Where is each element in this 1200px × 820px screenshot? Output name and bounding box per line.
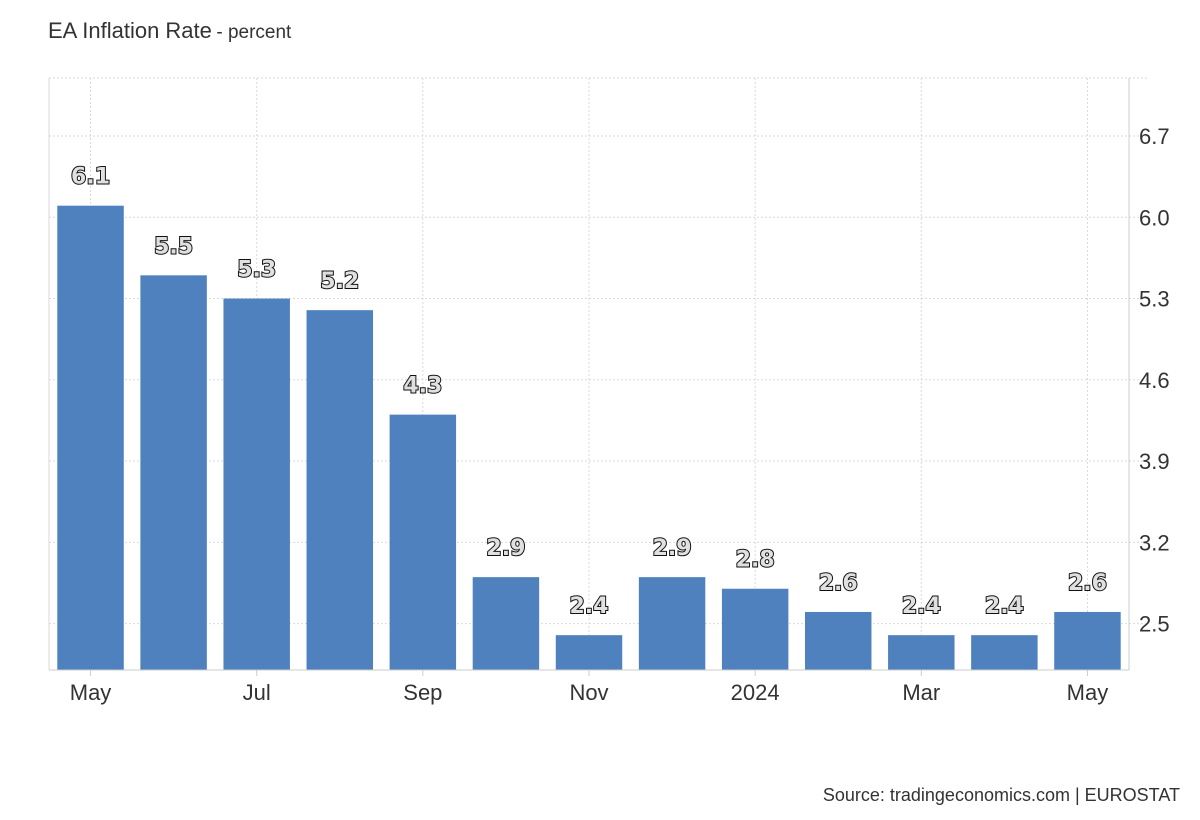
bar (389, 414, 457, 670)
axes-layer: 2.5 3.2 3.9 4.6 5.3 6.0 6.7 May Jul Sep Nov 2024 Mar… (49, 78, 1170, 705)
data-label: 5.3 (237, 258, 276, 283)
data-label: 6.1 (71, 165, 110, 190)
data-label: 2.6 (1068, 571, 1107, 596)
x-tick-label: Nov (569, 680, 608, 705)
grid-layer (48, 77, 1149, 670)
y-tick-label: 6.0 (1139, 205, 1170, 230)
x-tick-label: Sep (403, 680, 442, 705)
data-label: 2.4 (985, 594, 1024, 619)
data-label: 2.8 (736, 548, 775, 573)
bar-chart: 6.15.55.3 5.24.32.92.42.9 2.82.62.4 2.42.6 … (48, 77, 1170, 705)
bar (306, 310, 373, 670)
bar (223, 298, 290, 670)
chart-title-row: EA Inflation Rate - percent (48, 18, 291, 44)
chart-title: EA Inflation Rate (48, 18, 212, 43)
x-tick-label: May (70, 680, 112, 705)
chart-subtitle: - percent (216, 22, 292, 43)
x-tick-label: 2024 (731, 680, 780, 705)
y-tick-label: 2.5 (1139, 612, 1170, 637)
bar (888, 635, 955, 670)
data-label: 5.2 (320, 269, 359, 294)
data-label: 4.3 (403, 374, 442, 399)
y-tick-label: 4.6 (1139, 368, 1170, 393)
bar (555, 635, 623, 670)
bar (805, 611, 872, 670)
bar (721, 588, 789, 670)
bar (1054, 611, 1121, 670)
data-label: 2.4 (570, 594, 609, 619)
bar (140, 275, 207, 670)
data-label: 2.9 (653, 536, 692, 561)
x-tick-label: May (1067, 680, 1109, 705)
data-label: 5.5 (154, 234, 193, 259)
source-note: Source: tradingeconomics.com | EUROSTAT (822, 785, 1180, 805)
bar (57, 205, 124, 670)
bar (472, 577, 540, 670)
y-tick-label: 3.2 (1139, 530, 1170, 555)
data-label: 2.9 (486, 536, 525, 561)
x-tick-label: Jul (243, 680, 271, 705)
bars-layer (57, 205, 1121, 670)
data-label: 2.4 (902, 594, 941, 619)
bar (638, 577, 706, 670)
y-tick-label: 6.7 (1139, 124, 1170, 149)
y-tick-label: 5.3 (1139, 287, 1170, 312)
y-tick-label: 3.9 (1139, 449, 1170, 474)
data-label: 2.6 (819, 571, 858, 596)
bar (971, 635, 1038, 670)
data-labels-layer: 6.1 5.5 5.3 5.2 4.3 2.9 2.4 2.9 2.8 2.6 2.4 2.4 2.6 (70, 164, 1108, 620)
x-tick-label: Mar (902, 680, 940, 705)
